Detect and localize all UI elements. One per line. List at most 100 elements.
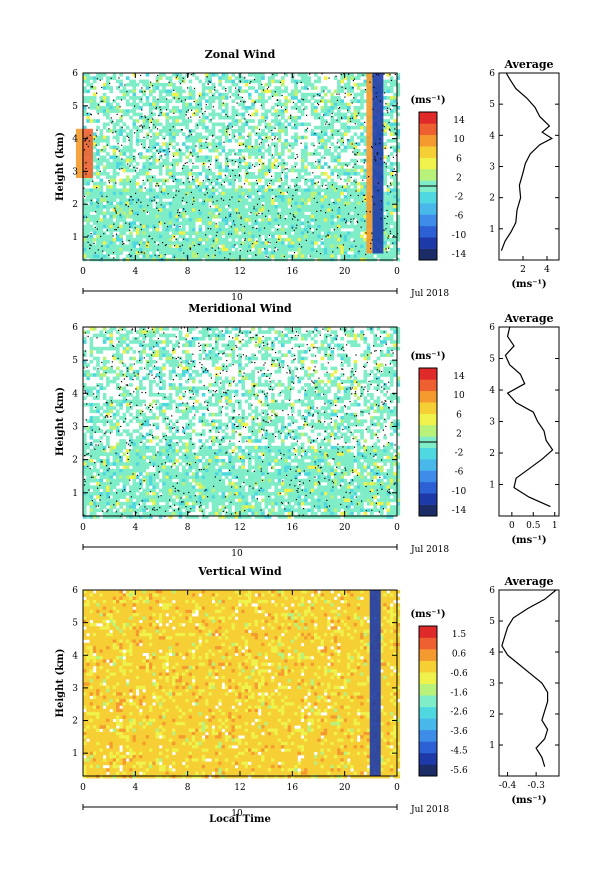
profile-y-tick-label: 1	[489, 225, 495, 235]
profile-x-label: (ms⁻¹)	[511, 535, 546, 546]
colorbar-tick-label: 14	[453, 372, 465, 382]
colorbar-segment	[419, 752, 437, 765]
colorbar: 14 10 6 2 -2 -6 -10 -14 (ms⁻¹)	[410, 351, 467, 517]
profile-x-tick-label: 0.5	[526, 521, 541, 531]
profile-frame	[498, 589, 560, 777]
colorbar-tick-label: -14	[452, 250, 467, 260]
y-tick-label: 6	[72, 69, 78, 79]
panel-title: Meridional Wind	[188, 302, 292, 315]
colorbar-tick-label: 2	[456, 429, 462, 439]
colorbar-segment	[419, 379, 437, 392]
colorbar-unit: (ms⁻¹)	[410, 351, 445, 362]
y-tick-label: 2	[72, 200, 78, 210]
y-tick-label: 1	[72, 233, 78, 243]
y-tick-label: 6	[72, 586, 78, 596]
colorbar-segment	[419, 157, 437, 170]
colorbar-unit: (ms⁻¹)	[410, 95, 445, 106]
date-label: Jul 2018	[410, 289, 449, 299]
profile-title: Average	[503, 58, 553, 71]
colorbar-tick-label: -2	[455, 449, 464, 459]
colorbar-segment	[419, 447, 437, 460]
y-tick-label: 4	[72, 389, 78, 399]
colorbar-segment	[419, 637, 437, 650]
colorbar-segment	[419, 203, 437, 215]
profile-y-tick-label: 4	[489, 648, 495, 658]
profile-x-tick-label: 2	[520, 265, 526, 275]
profile-y-tick-label: 6	[489, 323, 495, 333]
profile-x-tick-label: -0.3	[527, 781, 545, 791]
colorbar-tick-label: 0.6	[452, 649, 467, 659]
x-tick-label: 12	[234, 523, 245, 533]
colorbar-segment	[419, 764, 437, 777]
date-label: Jul 2018	[410, 805, 449, 815]
colorbar-segment	[419, 112, 437, 124]
day-label: 10	[231, 293, 243, 303]
profile-x-tick-label: 4	[544, 265, 550, 275]
x-tick-label: 4	[132, 783, 138, 793]
profile-y-tick-label: 3	[489, 679, 495, 689]
colorbar-segment	[419, 470, 437, 483]
x-axis-label: Local Time	[209, 814, 271, 825]
colorbar-segment	[419, 390, 437, 403]
y-axis-label: Height (km)	[55, 649, 66, 718]
colorbar-tick-label: 1.5	[452, 630, 467, 640]
profile-y-tick-label: 5	[489, 100, 495, 110]
colorbar-segment	[419, 741, 437, 754]
colorbar-segment	[419, 729, 437, 742]
colorbar-tick-label: 10	[453, 135, 465, 145]
colorbar-segment	[419, 413, 437, 426]
y-tick-label: 5	[72, 356, 78, 366]
x-tick-label: 16	[287, 267, 299, 277]
y-tick-label: 1	[72, 489, 78, 499]
panel-title: Vertical Wind	[197, 565, 282, 578]
colorbar-segment	[419, 248, 437, 261]
x-tick-label: 20	[339, 523, 351, 533]
date-label: Jul 2018	[410, 545, 449, 555]
colorbar-tick-label: -10	[452, 487, 467, 497]
x-tick-label: 0	[394, 523, 400, 533]
y-tick-label: 3	[72, 422, 78, 432]
average-profile: Average 1 2 3 4 5 6 2 4 (ms⁻¹)	[489, 58, 560, 290]
day-label: 10	[231, 809, 243, 819]
profile-y-tick-label: 3	[489, 163, 495, 173]
profile-y-tick-label: 6	[489, 69, 495, 79]
colorbar-segment	[419, 225, 437, 238]
colorbar-tick-label: -2.6	[450, 708, 468, 718]
feature-0	[369, 590, 381, 776]
y-tick-label: 6	[72, 323, 78, 333]
y-tick-label: 5	[72, 102, 78, 112]
x-tick-label: 0	[80, 783, 86, 793]
x-tick-label: 20	[339, 783, 351, 793]
panel-title: Zonal Wind	[205, 48, 276, 61]
colorbar-segment	[419, 402, 437, 414]
x-tick-label: 16	[287, 783, 299, 793]
profile-y-tick-label: 1	[489, 481, 495, 491]
average-profile: Average 1 2 3 4 5 6 -0.4 -0.3 (ms⁻¹)	[489, 575, 560, 806]
y-tick-label: 2	[72, 717, 78, 727]
colorbar-tick-label: -3.6	[450, 727, 468, 737]
colorbar-tick-label: 6	[456, 154, 462, 164]
feature-1	[372, 73, 384, 254]
profile-x-label: (ms⁻¹)	[511, 279, 546, 290]
profile-title: Average	[503, 312, 553, 325]
colorbar-tick-label: -6	[455, 212, 464, 222]
y-tick-label: 4	[72, 135, 78, 145]
y-tick-label: 3	[72, 167, 78, 177]
feature-0	[81, 128, 93, 178]
colorbar-tick-label: -14	[452, 506, 467, 516]
colorbar-tick-label: 6	[456, 410, 462, 420]
colorbar-segment	[419, 459, 437, 471]
x-tick-label: 4	[132, 523, 138, 533]
colorbar-segment	[419, 123, 437, 136]
colorbar-unit: (ms⁻¹)	[410, 609, 445, 620]
colorbar-tick-label: -2	[455, 193, 464, 203]
y-tick-label: 3	[72, 684, 78, 694]
x-tick-label: 0	[80, 267, 86, 277]
colorbar-tick-label: -10	[452, 231, 467, 241]
x-tick-label: 12	[234, 783, 245, 793]
profile-y-tick-label: 4	[489, 131, 495, 141]
contours	[83, 327, 397, 518]
